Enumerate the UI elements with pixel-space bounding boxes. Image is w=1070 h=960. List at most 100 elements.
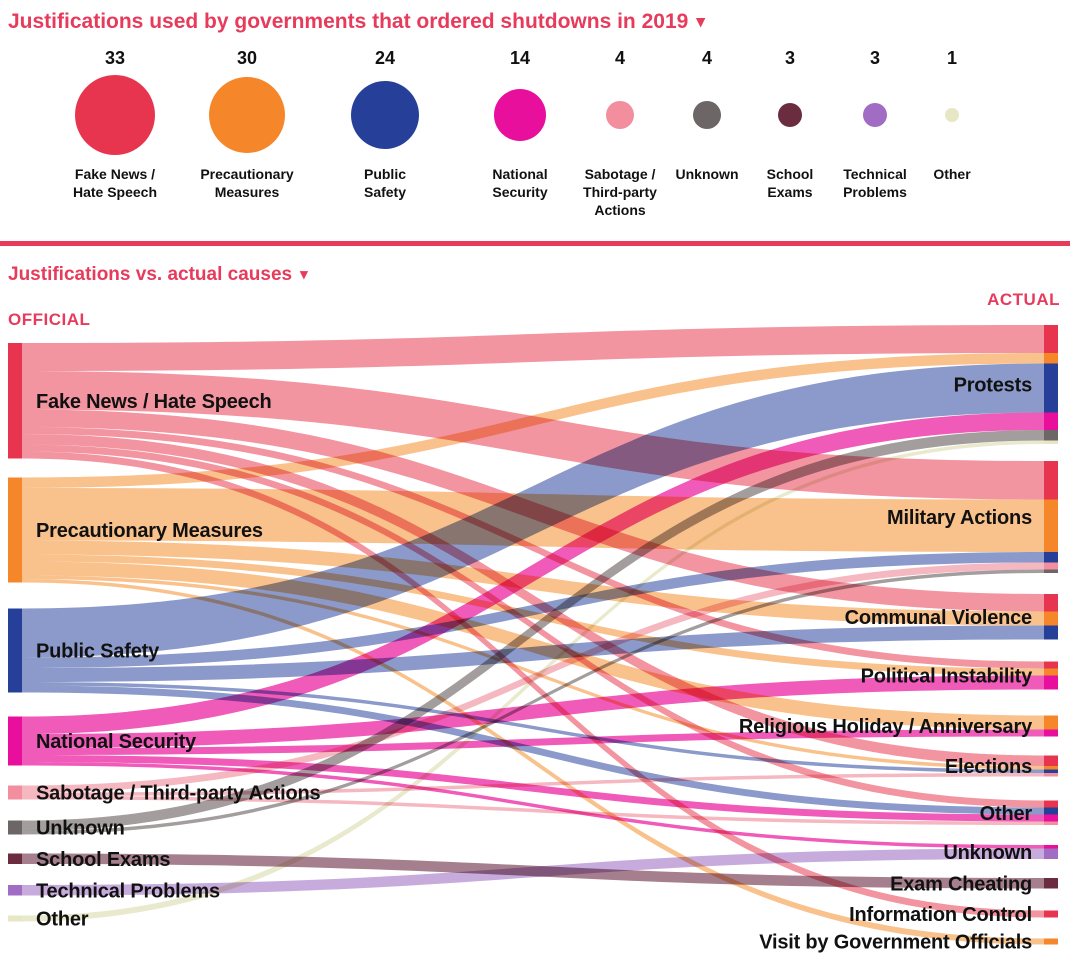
sankey-section-title-text: Justifications vs. actual causes (8, 264, 293, 285)
actual-label-military-actions: Military Actions (887, 507, 1032, 529)
bubble-circle-fake-news-hate-speech (75, 75, 155, 155)
official-label-sabotage-third-party-actions: Sabotage / Third-party Actions (36, 783, 320, 805)
bubble-value-public-safety: 24 (374, 48, 396, 68)
actual-label-other: Other (980, 803, 1033, 825)
bubble-value-other: 1 (946, 48, 957, 68)
bubble-value-technical-problems: 3 (869, 48, 880, 68)
actual-node-visit-by-government-officials-segment-precautionary-measures (1044, 938, 1058, 945)
bubble-label-other: Other (933, 166, 971, 182)
bubble-circle-public-safety (350, 80, 420, 150)
actual-node-military-actions-segment-unknown (1044, 569, 1058, 573)
actual-node-protests-segment-other (1044, 440, 1058, 444)
flow-fake-news-hate-speech-to-information-control (22, 451, 1044, 918)
flow-unknown-to-protests (22, 430, 1044, 831)
flow-national-security-to-other (22, 755, 1044, 822)
bubble-value-sabotage-third-party-actions: 4 (614, 48, 625, 68)
bubble-value-unknown: 4 (701, 48, 712, 68)
flow-precautionary-measures-to-protests (22, 353, 1044, 488)
actual-node-protests-segment-unknown (1044, 430, 1058, 441)
actual-node-other-segment-national-security (1044, 814, 1058, 822)
flow-fake-news-hate-speech-to-elections (22, 434, 1044, 766)
official-label-precautionary-measures: Precautionary Measures (36, 520, 263, 542)
chevron-down-icon[interactable]: ▾ (696, 12, 705, 31)
sankey-section-title: Justifications vs. actual causes ▾ (8, 264, 308, 286)
official-node-public-safety (8, 608, 22, 693)
actual-node-elections-segment-precautionary-measures (1044, 766, 1058, 770)
actual-node-other-segment-public-safety (1044, 807, 1058, 815)
bubble-circle-national-security (493, 88, 547, 142)
bubble-value-precautionary-measures: 30 (236, 48, 258, 68)
actual-label-religious-holiday-anniversary: Religious Holiday / Anniversary (739, 716, 1033, 738)
flow-other-to-protests (22, 440, 1044, 922)
actual-label-visit-by-government-officials: Visit by Government Officials (759, 932, 1032, 954)
official-label-unknown: Unknown (36, 818, 125, 840)
actual-node-protests-segment-fake-news-hate-speech (1044, 325, 1058, 353)
actual-label-unknown: Unknown (943, 842, 1032, 864)
official-node-school-exams (8, 853, 22, 864)
flow-technical-problems-to-unknown (22, 848, 1044, 896)
bubble-label-public-safety: Public Safety (363, 166, 407, 200)
flow-public-safety-to-other (22, 685, 1044, 815)
flow-fake-news-hate-speech-to-political-instability (22, 427, 1044, 669)
bubble-label-fake-news-hate-speech: Fake News / Hate Speech (72, 166, 158, 200)
bubble-label-precautionary-measures: Precautionary Measures (200, 166, 294, 200)
actual-node-military-actions-segment-sabotage-third-party-actions (1044, 562, 1058, 570)
flow-sabotage-third-party-actions-to-elections (22, 773, 1044, 796)
flow-national-security-to-protests (22, 412, 1044, 734)
flow-fake-news-hate-speech-to-protests (22, 325, 1044, 371)
actual-node-military-actions-segment-fake-news-hate-speech (1044, 461, 1058, 500)
bubble-circle-other (945, 108, 959, 122)
official-node-fake-news-hate-speech (8, 343, 22, 459)
official-node-national-security (8, 716, 22, 766)
bubble-circle-precautionary-measures (208, 76, 286, 154)
actual-label-elections: Elections (945, 756, 1032, 778)
section-divider (0, 241, 1070, 246)
flow-precautionary-measures-to-elections (22, 575, 1044, 770)
actual-node-elections-segment-sabotage-third-party-actions (1044, 773, 1058, 777)
actual-label-information-control: Information Control (849, 904, 1032, 926)
flow-sabotage-third-party-actions-to-other (22, 796, 1044, 825)
flow-unknown-to-military-actions (22, 569, 1044, 835)
actual-node-elections-segment-fake-news-hate-speech (1044, 755, 1058, 766)
actual-node-elections-segment-public-safety (1044, 769, 1058, 773)
flow-national-security-to-religious-holiday-anniversary (22, 729, 1044, 755)
bubble-section-title: Justifications used by governments that … (8, 10, 705, 34)
bubble-circle-technical-problems (862, 102, 888, 128)
bubble-circle-unknown (693, 101, 721, 129)
official-node-sabotage-third-party-actions (8, 785, 22, 800)
actual-node-communal-violence-segment-fake-news-hate-speech (1044, 594, 1058, 612)
actual-node-information-control-segment-fake-news-hate-speech (1044, 910, 1058, 918)
official-column-label: OFFICIAL (8, 310, 91, 329)
actual-node-protests-segment-precautionary-measures (1044, 353, 1058, 364)
bubble-section-title-text: Justifications used by governments that … (8, 10, 689, 33)
bubble-value-national-security: 14 (509, 48, 531, 68)
flow-public-safety-to-military-actions (22, 552, 1044, 668)
actual-node-military-actions-segment-precautionary-measures (1044, 499, 1058, 552)
bubble-label-sabotage-third-party-actions: Sabotage / Third-party Actions (583, 166, 657, 218)
flow-sabotage-third-party-actions-to-military-actions (22, 562, 1044, 793)
bubble-label-school-exams: School Exams (766, 166, 814, 200)
bubble-label-national-security: National Security (492, 166, 548, 200)
actual-node-religious-holiday-anniversary-segment-national-security (1044, 729, 1058, 737)
chevron-down-icon[interactable]: ▾ (300, 266, 308, 283)
bubble-circle-sabotage-third-party-actions (606, 101, 634, 129)
official-label-fake-news-hate-speech: Fake News / Hate Speech (36, 391, 272, 413)
actual-node-communal-violence-segment-public-safety (1044, 625, 1058, 640)
flow-public-safety-to-protests (22, 363, 1044, 658)
flow-national-security-to-political-instability (22, 675, 1044, 748)
actual-column-label: ACTUAL (987, 290, 1060, 309)
flow-precautionary-measures-to-religious-holiday-anniversary (22, 561, 1044, 730)
actual-label-protests: Protests (954, 375, 1033, 397)
bubble-chart: 33 Fake News / Hate Speech 30 Precautionary… (0, 0, 1070, 240)
actual-node-other-segment-sabotage-third-party-actions (1044, 821, 1058, 825)
official-node-unknown (8, 820, 22, 835)
official-label-national-security: National Security (36, 731, 197, 753)
actual-node-religious-holiday-anniversary-segment-precautionary-measures (1044, 715, 1058, 730)
actual-label-exam-cheating: Exam Cheating (890, 873, 1032, 895)
official-label-technical-problems: Technical Problems (36, 880, 220, 902)
actual-node-other-segment-fake-news-hate-speech (1044, 800, 1058, 808)
flow-precautionary-measures-to-communal-violence (22, 540, 1044, 626)
official-label-public-safety: Public Safety (36, 641, 160, 663)
